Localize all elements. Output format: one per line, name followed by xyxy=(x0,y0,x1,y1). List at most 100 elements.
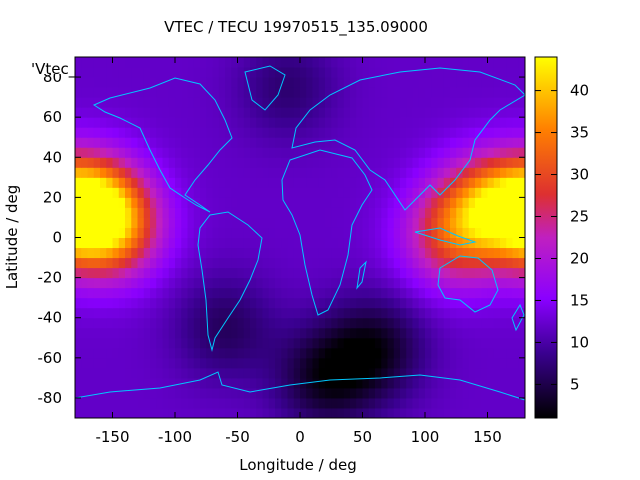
heatmap-cell xyxy=(212,127,220,138)
heatmap-cell xyxy=(462,77,470,88)
heatmap-cell xyxy=(318,167,326,178)
heatmap-cell xyxy=(312,357,320,369)
heatmap-cell xyxy=(275,157,282,168)
heatmap-cell xyxy=(262,207,270,218)
heatmap-cell xyxy=(387,377,395,389)
heatmap-cell xyxy=(500,367,507,379)
heatmap-cell xyxy=(475,237,482,249)
heatmap-cell xyxy=(125,277,132,289)
heatmap-cell xyxy=(412,127,420,138)
heatmap-cell xyxy=(206,297,213,309)
heatmap-cell xyxy=(406,67,413,78)
heatmap-cell xyxy=(293,367,301,379)
heatmap-cell xyxy=(112,367,120,379)
heatmap-cell xyxy=(87,387,95,399)
heatmap-cell xyxy=(218,87,226,98)
heatmap-cell xyxy=(293,397,301,409)
heatmap-cell xyxy=(437,127,445,138)
heatmap-cell xyxy=(337,187,345,198)
heatmap-cell xyxy=(268,287,276,299)
heatmap-cell xyxy=(512,407,520,418)
heatmap-cell xyxy=(231,127,238,138)
x-tick-label: -150 xyxy=(95,428,129,446)
heatmap-cell xyxy=(287,127,295,138)
heatmap-cell xyxy=(331,197,338,208)
heatmap-cell xyxy=(418,297,426,309)
heatmap-cell xyxy=(275,407,282,418)
x-tick-label: 150 xyxy=(473,428,502,446)
heatmap-cell xyxy=(143,157,151,168)
heatmap-cell xyxy=(150,267,157,279)
heatmap-cell xyxy=(406,77,413,88)
heatmap-cell xyxy=(318,357,326,369)
heatmap-cell xyxy=(487,247,495,259)
heatmap-cell xyxy=(118,77,126,88)
heatmap-cell xyxy=(431,277,438,289)
heatmap-cell xyxy=(256,327,263,339)
heatmap-cell xyxy=(150,357,157,369)
heatmap-cell xyxy=(143,267,151,279)
heatmap-cell xyxy=(437,57,445,68)
heatmap-cell xyxy=(431,347,438,359)
heatmap-cell xyxy=(493,357,501,369)
heatmap-cell xyxy=(168,177,176,188)
heatmap-cell xyxy=(106,187,113,198)
heatmap-cell xyxy=(475,347,482,359)
heatmap-cell xyxy=(168,247,176,259)
heatmap-cell xyxy=(381,127,388,138)
heatmap-cell xyxy=(168,67,176,78)
heatmap-cell xyxy=(281,377,288,389)
heatmap-cell xyxy=(387,227,395,238)
heatmap-cell xyxy=(512,117,520,128)
heatmap-cell xyxy=(125,227,132,238)
heatmap-cell xyxy=(356,217,363,228)
heatmap-cell xyxy=(381,297,388,309)
heatmap-cell xyxy=(487,227,495,238)
heatmap-cell xyxy=(343,247,351,259)
heatmap-cell xyxy=(512,217,520,228)
heatmap-cell xyxy=(343,77,351,88)
heatmap-cell xyxy=(87,267,95,279)
heatmap-cell xyxy=(506,247,513,259)
heatmap-cell xyxy=(300,107,307,118)
heatmap-cell xyxy=(156,397,163,409)
heatmap-cell xyxy=(475,357,482,369)
heatmap-cell xyxy=(412,407,420,418)
heatmap-cell xyxy=(481,97,488,108)
heatmap-cell xyxy=(481,377,488,389)
heatmap-cell xyxy=(481,237,488,249)
heatmap-cell xyxy=(162,167,170,178)
heatmap-cell xyxy=(462,317,470,329)
heatmap-cell xyxy=(87,97,95,108)
heatmap-cell xyxy=(193,227,201,238)
heatmap-cell xyxy=(350,297,357,309)
heatmap-cell xyxy=(400,367,407,379)
heatmap-cell xyxy=(212,347,220,359)
heatmap-cell xyxy=(131,127,138,138)
heatmap-cell xyxy=(87,67,95,78)
heatmap-cell xyxy=(231,397,238,409)
heatmap-cell xyxy=(293,167,301,178)
heatmap-cell xyxy=(262,367,270,379)
heatmap-cell xyxy=(200,197,207,208)
heatmap-cell xyxy=(512,67,520,78)
heatmap-cell xyxy=(281,327,288,339)
heatmap-cell xyxy=(81,307,88,319)
heatmap-cell xyxy=(118,117,126,128)
heatmap-cell xyxy=(506,347,513,359)
heatmap-cell xyxy=(325,327,332,339)
heatmap-cell xyxy=(406,357,413,369)
heatmap-cell xyxy=(475,197,482,208)
heatmap-cell xyxy=(218,167,226,178)
heatmap-cell xyxy=(487,167,495,178)
heatmap-cell xyxy=(131,287,138,299)
heatmap-cell xyxy=(287,237,295,249)
heatmap-cell xyxy=(181,167,188,178)
heatmap-cell xyxy=(206,267,213,279)
heatmap-cell xyxy=(250,107,257,118)
heatmap-cell xyxy=(512,97,520,108)
heatmap-cell xyxy=(212,377,220,389)
heatmap-cell xyxy=(450,217,457,228)
heatmap-cell xyxy=(362,287,370,299)
heatmap-cell xyxy=(131,67,138,78)
